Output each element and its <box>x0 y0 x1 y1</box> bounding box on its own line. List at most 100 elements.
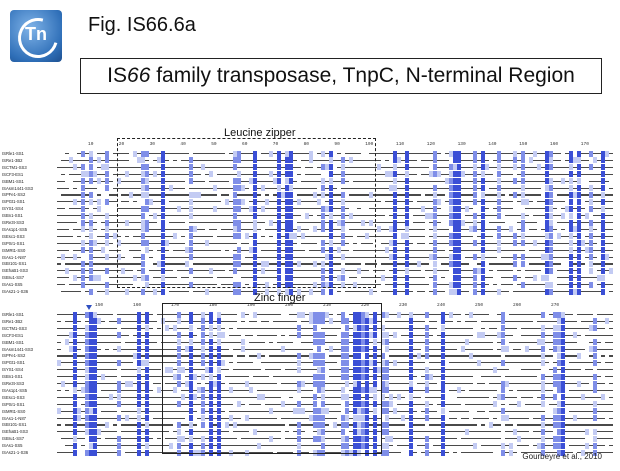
residue-cell <box>157 153 161 155</box>
residue-cell <box>601 171 605 178</box>
alignment-row: ISBM1-SS1 <box>0 178 620 185</box>
residue-cell <box>65 194 69 196</box>
residue-cell <box>145 159 149 162</box>
residue-cell <box>365 159 369 162</box>
residue-cell <box>317 159 321 162</box>
residue-cell <box>149 208 153 210</box>
residue-cell <box>365 187 369 189</box>
residue-cell <box>509 153 513 155</box>
residue-cell <box>273 178 277 185</box>
residue-cell <box>229 173 233 175</box>
residue-cell <box>269 171 273 178</box>
residue-cell <box>433 164 437 171</box>
residue-cell <box>265 166 269 168</box>
residue-cell <box>377 194 381 196</box>
residue-cell <box>181 194 185 196</box>
residue-cell <box>461 166 465 168</box>
residue-cell <box>77 159 81 162</box>
residue-cell <box>381 173 385 175</box>
residue-cell <box>309 157 313 164</box>
residue-cell <box>105 164 109 171</box>
residue-cell <box>593 201 597 203</box>
residue-cell <box>573 191 577 198</box>
residue-cell <box>277 178 281 185</box>
residue-cell <box>553 173 557 175</box>
residue-cell <box>57 208 61 210</box>
residue-cell <box>69 173 73 175</box>
residue-cell <box>269 187 273 189</box>
residue-cell <box>305 180 309 182</box>
residue-cell <box>561 201 565 203</box>
residue-cell <box>493 166 497 168</box>
residue-cell <box>245 187 249 189</box>
residue-cell <box>345 173 349 175</box>
residue-cell <box>61 173 65 175</box>
residue-cell <box>89 171 93 178</box>
residue-cell <box>197 191 201 198</box>
residue-cell <box>489 194 493 196</box>
residue-cell <box>125 201 129 203</box>
residue-cell <box>253 185 257 191</box>
residue-cell <box>61 166 65 168</box>
residue-cell <box>589 150 593 157</box>
residue-cell <box>157 157 161 164</box>
ruler-tick: 160 <box>133 303 142 308</box>
residue-cell <box>161 164 165 171</box>
residue-cell <box>117 166 121 168</box>
residue-cell <box>177 153 181 155</box>
residue-cell <box>137 157 141 164</box>
residue-cell <box>429 180 433 182</box>
residue-cell <box>97 173 101 175</box>
residue-cell <box>193 173 197 175</box>
residue-cell <box>301 159 305 162</box>
residue-cell <box>321 164 325 171</box>
residue-cell <box>397 157 401 164</box>
residue-cell <box>465 166 469 168</box>
residue-cell <box>605 201 609 203</box>
residue-cell <box>401 187 405 189</box>
residue-cell <box>501 201 505 203</box>
residue-cell <box>141 205 145 212</box>
residue-cell <box>245 194 249 196</box>
residue-cell <box>245 180 249 182</box>
residue-cell <box>609 228 613 231</box>
sequence-residues <box>57 164 613 171</box>
residue-cell <box>289 171 293 178</box>
residue-cell <box>453 178 457 185</box>
residue-cell <box>461 187 465 189</box>
residue-cell <box>317 173 321 175</box>
residue-cell <box>361 201 365 203</box>
residue-cell <box>489 180 493 182</box>
residue-cell <box>209 166 213 168</box>
residue-cell <box>601 157 605 164</box>
residue-cell <box>297 187 301 189</box>
residue-cell <box>417 208 421 210</box>
residue-cell <box>405 205 409 212</box>
residue-cell <box>469 208 473 210</box>
residue-cell <box>553 201 557 203</box>
residue-cell <box>581 187 585 189</box>
residue-cell <box>277 164 281 171</box>
residue-cell <box>125 180 129 182</box>
residue-cell <box>561 187 565 189</box>
residue-cell <box>609 173 613 175</box>
residue-cell <box>441 194 445 196</box>
residue-cell <box>265 208 269 210</box>
residue-cell <box>461 201 465 203</box>
residue-cell <box>437 171 441 178</box>
residue-cell <box>97 178 101 185</box>
residue-cell <box>221 153 225 155</box>
residue-cell <box>169 185 173 191</box>
residue-cell <box>605 208 609 210</box>
title-prefix: IS <box>107 64 128 87</box>
residue-cell <box>309 166 313 168</box>
residue-cell <box>389 194 393 196</box>
residue-cell <box>281 191 285 198</box>
residue-cell <box>261 166 265 168</box>
residue-cell <box>437 159 441 162</box>
residue-cell <box>293 180 297 182</box>
residue-cell <box>481 185 485 191</box>
residue-cell <box>553 180 557 182</box>
residue-cell <box>461 208 465 210</box>
ruler-tick: 150 <box>95 303 104 308</box>
